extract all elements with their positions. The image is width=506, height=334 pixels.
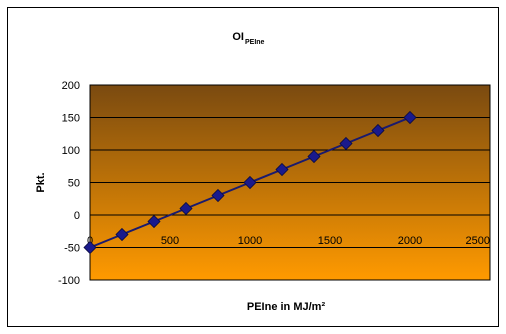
x-tick-label: 1000	[238, 235, 262, 247]
y-tick-label: 150	[62, 113, 80, 125]
data-point-marker	[243, 175, 257, 190]
data-point-marker	[339, 136, 353, 151]
data-point-marker	[179, 201, 193, 216]
y-tick-label: -50	[64, 243, 80, 255]
chart-title: OI PEIne	[232, 31, 264, 46]
y-tick-labels: 200 150 100 50 0 -50 -100	[58, 80, 80, 287]
data-point-marker	[275, 162, 289, 177]
series-markers	[83, 110, 417, 255]
y-tick-label: 50	[68, 178, 80, 190]
data-point-marker	[211, 188, 225, 203]
y-axis-label: Pkt.	[35, 172, 47, 192]
data-point-marker	[403, 110, 417, 125]
chart-title-main: OI	[232, 31, 244, 43]
y-tick-label: 200	[62, 80, 80, 92]
y-tick-label: 100	[62, 145, 80, 157]
x-tick-label: 2000	[398, 235, 422, 247]
x-tick-label: 1500	[318, 235, 342, 247]
x-tick-label: 2500	[466, 235, 490, 247]
grid-lines	[90, 117, 490, 248]
data-point-marker	[83, 240, 97, 255]
y-tick-label: -100	[58, 275, 80, 287]
x-tick-label: 500	[161, 235, 179, 247]
x-axis-label: PEIne in MJ/m²	[247, 301, 326, 313]
y-tick-label: 0	[74, 210, 80, 222]
data-point-marker	[371, 123, 385, 138]
data-point-marker	[147, 214, 161, 229]
data-point-marker	[307, 149, 321, 164]
data-point-marker	[115, 227, 129, 242]
chart-title-subscript: PEIne	[245, 39, 265, 46]
